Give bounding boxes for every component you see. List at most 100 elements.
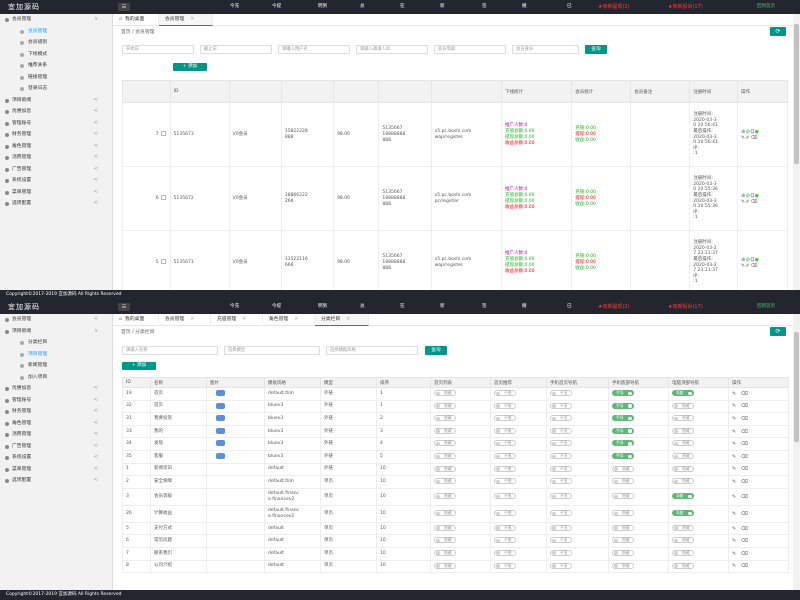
search-icon[interactable]: Q [750,192,755,199]
trash-icon[interactable]: ⌫ [740,415,749,422]
toggle-switch[interactable]: 隐藏 [672,415,694,422]
edit-icon[interactable]: ✎ [732,441,737,448]
trash-icon[interactable]: ⌫ [740,403,749,410]
toggle-switch[interactable]: 隐藏 [434,537,456,544]
new-withdraw-alert[interactable]: ★有新提现(2) [598,304,630,310]
add-button[interactable]: + 添加 [122,362,156,370]
trash-icon[interactable]: ⌫ [740,493,749,500]
sidebar-item[interactable]: 下线模式 [0,49,112,61]
toggle-switch[interactable]: 不推 [494,510,516,516]
toggle-switch[interactable]: 导航 [672,493,694,499]
edit-icon[interactable]: ✎ [732,550,737,557]
sidebar-item[interactable]: 链接管理 [0,72,112,84]
member-level-select[interactable]: 会员等级 [434,45,506,54]
toggle-switch[interactable]: 手导 [612,415,634,422]
lock-icon[interactable]: ✎ [740,262,746,269]
toggle-switch[interactable]: 隐藏 [434,427,456,434]
view-icon[interactable]: ◉ [754,256,760,263]
toggle-switch[interactable]: 不显 [550,510,572,516]
edit-icon[interactable]: ✎ [732,453,737,460]
toggle-switch[interactable]: 隐藏 [672,562,694,569]
sidebar-item[interactable]: 会员管理 [0,26,112,38]
toggle-switch[interactable]: 不推 [494,390,516,397]
toggle-switch[interactable]: 隐藏 [434,440,456,447]
trash-icon[interactable]: ⌫ [740,453,749,460]
trash-icon[interactable]: ⌫ [740,466,749,473]
edit-icon[interactable]: ⊕ [740,128,746,135]
sidebar-item[interactable]: 会员级别 [0,37,112,49]
toggle-switch[interactable]: 不显 [550,453,572,460]
edit-icon[interactable]: ✎ [732,415,737,422]
end-date-input[interactable]: 截止日 [200,45,272,54]
trash-icon[interactable]: ⌫ [750,198,758,205]
sidebar-item[interactable]: 菜单管理 < [0,464,112,476]
trash-icon[interactable]: ⌫ [750,262,758,269]
toggle-switch[interactable]: 不显 [550,549,572,556]
search-button[interactable]: 查询 [425,346,447,355]
toggle-switch[interactable]: 隐藏 [434,510,456,516]
toggle-switch[interactable]: 隐藏 [672,549,694,556]
trash-icon[interactable]: ⌫ [740,510,749,517]
sidebar-item[interactable]: 推荐关系 [0,60,112,72]
username-input[interactable]: 请输入用户名 [278,45,350,54]
sidebar-item[interactable]: 优惠加息 < [0,106,112,118]
toggle-switch[interactable]: 导航 [672,390,694,397]
toggle-switch[interactable]: 不显 [550,465,572,472]
row-checkbox[interactable] [160,131,166,136]
sidebar-item[interactable]: 优惠加息 < [0,383,112,395]
refresh-button[interactable]: ⟳ [770,27,786,36]
sidebar-item[interactable]: 选项配置 < [0,475,112,487]
toggle-switch[interactable]: 手导 [612,427,634,434]
toggle-switch[interactable]: 不显 [550,427,572,434]
sidebar-item[interactable]: 登录日志 [0,83,112,95]
sidebar-item[interactable]: 会员管理 ∨ [0,14,112,26]
home-link[interactable]: 回到首页 [757,304,775,309]
toggle-switch[interactable]: 不推 [494,465,516,472]
toggle-switch[interactable]: 不显 [550,524,572,531]
toggle-switch[interactable]: 隐藏 [434,415,456,422]
tab[interactable]: ⌂ 我的桌面 [113,14,159,26]
edit-icon[interactable]: ✎ [732,428,737,435]
row-checkbox[interactable] [160,195,166,200]
toggle-switch[interactable]: 导航 [672,510,694,516]
view-icon[interactable]: ◉ [754,192,760,199]
edit-icon[interactable]: ✎ [732,403,737,410]
sidebar-item[interactable]: 管理账号 < [0,118,112,130]
trash-icon[interactable]: ⌫ [740,563,749,570]
name-input[interactable]: 请输入名称 [122,346,218,355]
toggle-switch[interactable]: 不显 [550,493,572,499]
sidebar-item[interactable]: 项目新闻 < [0,95,112,107]
toggle-switch[interactable]: 隐藏 [434,390,456,397]
tab[interactable]: 充值管理 × [211,314,263,326]
toggle-switch[interactable]: 隐藏 [672,453,694,460]
inviter-id-input[interactable]: 请输入邀请人ID [356,45,428,54]
close-icon[interactable]: × [190,17,195,22]
toggle-switch[interactable]: 隐藏 [672,440,694,447]
toggle-switch[interactable]: 隐藏 [672,402,694,409]
toggle-switch[interactable]: 隐藏 [672,478,694,485]
sidebar-item[interactable]: 分类栏目 [0,337,112,349]
toggle-switch[interactable]: 不推 [494,562,516,569]
toggle-switch[interactable]: 不显 [550,537,572,544]
toggle-switch[interactable]: 不推 [494,493,516,499]
home-link[interactable]: 回到首页 [757,4,775,9]
trash-icon[interactable]: ⌫ [740,525,749,532]
edit-icon[interactable]: ✎ [732,563,737,570]
search-button[interactable]: 查询 [585,45,607,54]
template-select[interactable]: 选择模板风格 [326,346,418,355]
toggle-switch[interactable]: 隐藏 [612,537,634,544]
edit-icon[interactable]: ✎ [732,466,737,473]
close-icon[interactable]: × [294,317,299,322]
toggle-switch[interactable]: 不推 [494,478,516,485]
toggle-switch[interactable]: 隐藏 [612,478,634,485]
toggle-switch[interactable]: 隐藏 [434,562,456,569]
trash-icon[interactable]: ⌫ [740,441,749,448]
toggle-switch[interactable]: 隐藏 [612,465,634,472]
toggle-switch[interactable]: 隐藏 [612,510,634,516]
edit-icon[interactable]: ✎ [732,493,737,500]
sidebar-item[interactable]: 加入项目 [0,372,112,384]
start-date-input[interactable]: 开始日 [122,45,194,54]
menu-icon[interactable]: ☰ [118,3,130,11]
pencil-icon[interactable]: ✐ [745,134,751,141]
toggle-switch[interactable]: 隐藏 [434,402,456,409]
